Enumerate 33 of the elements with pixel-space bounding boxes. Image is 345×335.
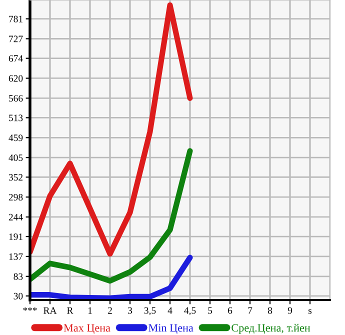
- y-tick-label: 513: [9, 114, 23, 122]
- y-tick-label: 244: [8, 214, 23, 220]
- y-tick-label: 459: [8, 134, 23, 142]
- legend-label: Max Цена: [64, 324, 110, 334]
- y-tick-label: 191: [9, 233, 22, 240]
- legend-label: Min Цена: [148, 324, 194, 334]
- x-tick-label: s: [308, 309, 312, 314]
- y-tick-label: 352: [8, 174, 23, 181]
- x-tick-label: 3: [128, 307, 132, 314]
- x-tick-label: 2: [108, 307, 112, 314]
- y-tick-label: 30: [14, 292, 23, 300]
- x-tick-label: 5: [208, 307, 212, 314]
- y-tick-label: 298: [8, 194, 23, 201]
- x-tick-label: 4: [168, 307, 172, 314]
- y-tick-label: 620: [8, 75, 23, 82]
- legend-label: Сред.Цена, т.йен: [232, 324, 310, 334]
- y-tick-label: 674: [8, 55, 23, 62]
- x-tick-label: 3,5: [144, 307, 156, 316]
- x-tick-label: 8: [268, 307, 272, 314]
- x-tick-label: R: [67, 307, 74, 314]
- y-tick-label: 727: [9, 36, 23, 42]
- y-tick-label: 566: [9, 95, 23, 102]
- y-tick-label: 781: [9, 16, 22, 22]
- x-tick-label: 1: [88, 307, 92, 314]
- x-tick-label: 6: [228, 307, 232, 314]
- y-tick-label: 405: [8, 154, 23, 162]
- x-tick-label: 9: [288, 307, 292, 314]
- x-tick-label: 4,5: [184, 307, 196, 316]
- y-tick-label: 83: [14, 273, 23, 280]
- x-tick-label: 7: [248, 307, 252, 314]
- x-tick-label: ***: [23, 307, 37, 311]
- y-tick-label: 137: [9, 253, 23, 260]
- x-tick-label: RA: [44, 307, 57, 314]
